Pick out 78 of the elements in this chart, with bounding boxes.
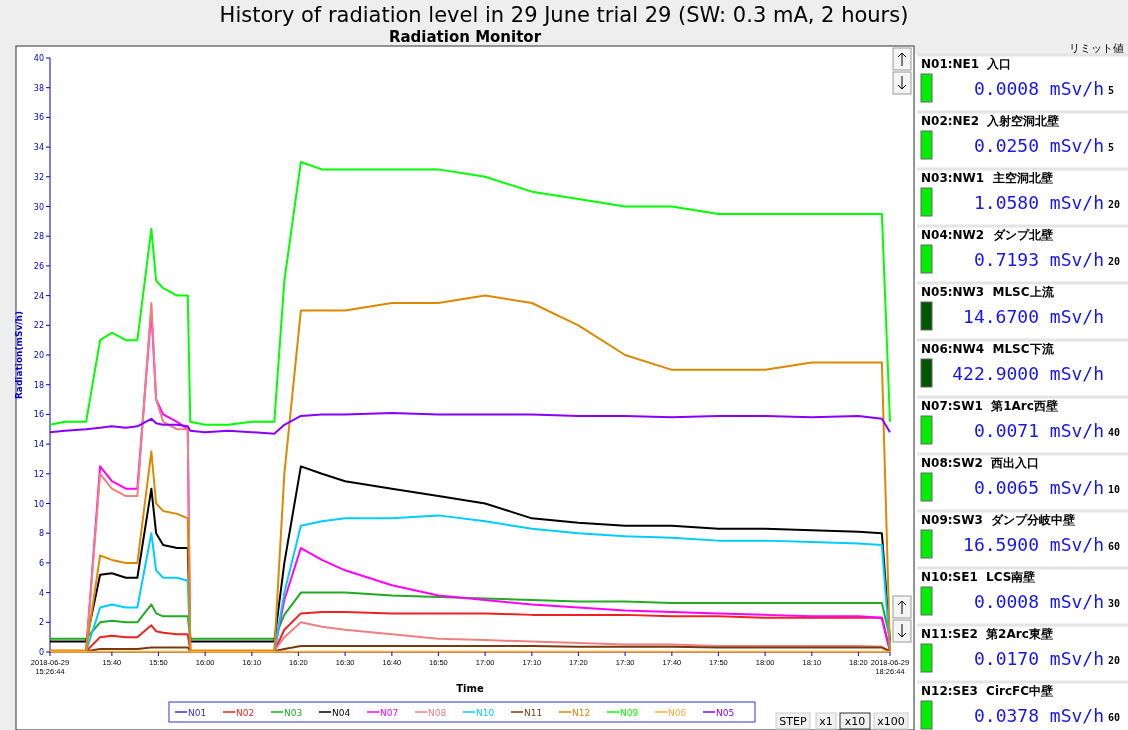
text: 40 — [1108, 427, 1121, 438]
y-tick-label: 2 — [38, 618, 44, 628]
y-tick-label: 8 — [38, 529, 44, 539]
y-tick-label: 32 — [33, 172, 44, 182]
legend-label: N08 — [428, 708, 447, 718]
text: x100 — [877, 715, 905, 728]
text: 20 — [1108, 655, 1121, 666]
text: 0.0170 mSv/h — [973, 648, 1104, 669]
y-tick-label: 40 — [33, 54, 44, 63]
y-tick-label: 30 — [33, 202, 44, 212]
x-axis-title: Time — [456, 683, 484, 694]
line-series — [49, 411, 891, 435]
line-series — [49, 160, 891, 426]
text: N04:NW2 ダンプ北壁 — [921, 228, 1053, 242]
y-axis-title: Radiation(mSv/h) — [14, 310, 24, 400]
text: 0.0378 mSv/h — [973, 705, 1104, 726]
y-tick-label: 4 — [38, 588, 44, 598]
text: N03:NW1 主空洞北壁 — [921, 171, 1053, 185]
y-tick-label: 14 — [33, 440, 44, 450]
legend-label: N04 — [332, 708, 351, 718]
text: 60 — [1108, 541, 1121, 552]
legend-label: N05 — [716, 708, 735, 718]
text: N08:SW2 西出入口 — [921, 456, 1040, 470]
text: 0.0250 mSv/h — [973, 135, 1104, 156]
text: N02:NE2 入射空洞北壁 — [921, 114, 1060, 128]
text: 0.7193 mSv/h — [973, 249, 1104, 270]
y-tick-label: 18 — [33, 380, 44, 390]
text: リミット値 — [1069, 42, 1124, 55]
y-tick-label: 16 — [33, 410, 44, 420]
y-tick-label: 24 — [33, 291, 44, 301]
legend-label: N09 — [620, 708, 639, 718]
legend-label: N06 — [668, 708, 687, 718]
text: 0.0008 mSv/h — [973, 78, 1104, 99]
text: N05:NW3 MLSC上流 — [921, 285, 1055, 299]
text: N01:NE1 入口 — [921, 57, 1012, 71]
legend-label: N12 — [572, 708, 591, 718]
text: N09:SW3 ダンプ分岐中壁 — [921, 513, 1076, 527]
text: 5 — [1108, 85, 1115, 96]
y-tick-label: 22 — [33, 321, 44, 331]
legend-label: N02 — [236, 708, 255, 718]
legend-label: N07 — [380, 708, 399, 718]
text: 422.9000 mSv/h — [952, 363, 1104, 384]
text: 5 — [1108, 142, 1115, 153]
text: x1 — [819, 715, 833, 728]
y-tick-label: 12 — [33, 469, 44, 479]
y-tick-label: 10 — [33, 499, 44, 509]
y-tick-label: 34 — [33, 143, 44, 153]
text: 14.6700 mSv/h — [963, 306, 1104, 327]
legend-label: N03 — [284, 708, 303, 718]
y-tick-label: 26 — [33, 261, 44, 271]
y-tick-label: 38 — [33, 83, 44, 93]
text: 1.0580 mSv/h — [973, 192, 1104, 213]
text: 0.0065 mSv/h — [973, 477, 1104, 498]
legend-label: N11 — [524, 708, 543, 718]
text: 0.0008 mSv/h — [973, 591, 1104, 612]
y-tick-label: 6 — [38, 558, 44, 568]
chart-subtitle: Radiation Monitor — [388, 28, 542, 46]
text: STEP — [779, 715, 807, 728]
text: 20 — [1108, 199, 1121, 210]
text: 30 — [1108, 598, 1121, 609]
chart-title: History of radiation level in 29 June trial 29 (SW: 0.3 mA, 2 hours) — [219, 3, 909, 27]
text: N10:SE1 LCS南壁 — [921, 570, 1036, 584]
text: N11:SE2 第2Arc東壁 — [921, 627, 1053, 641]
text: 60 — [1108, 712, 1121, 723]
text: N06:NW4 MLSC下流 — [921, 342, 1055, 356]
y-tick-label: 36 — [33, 113, 44, 123]
legend-label: N10 — [476, 708, 495, 718]
legend-label: N01 — [188, 708, 207, 718]
text: N12:SE3 CircFC中壁 — [921, 684, 1054, 698]
text: x10 — [844, 715, 866, 728]
text: 10 — [1108, 484, 1121, 495]
text: 16.5900 mSv/h — [963, 534, 1104, 555]
y-tick-label: 0 — [38, 648, 44, 657]
text: 20 — [1108, 256, 1121, 267]
text: N07:SW1 第1Arc西壁 — [921, 399, 1058, 413]
text: 0.0071 mSv/h — [973, 420, 1104, 441]
y-tick-label: 28 — [33, 232, 44, 242]
y-tick-label: 20 — [33, 351, 44, 360]
